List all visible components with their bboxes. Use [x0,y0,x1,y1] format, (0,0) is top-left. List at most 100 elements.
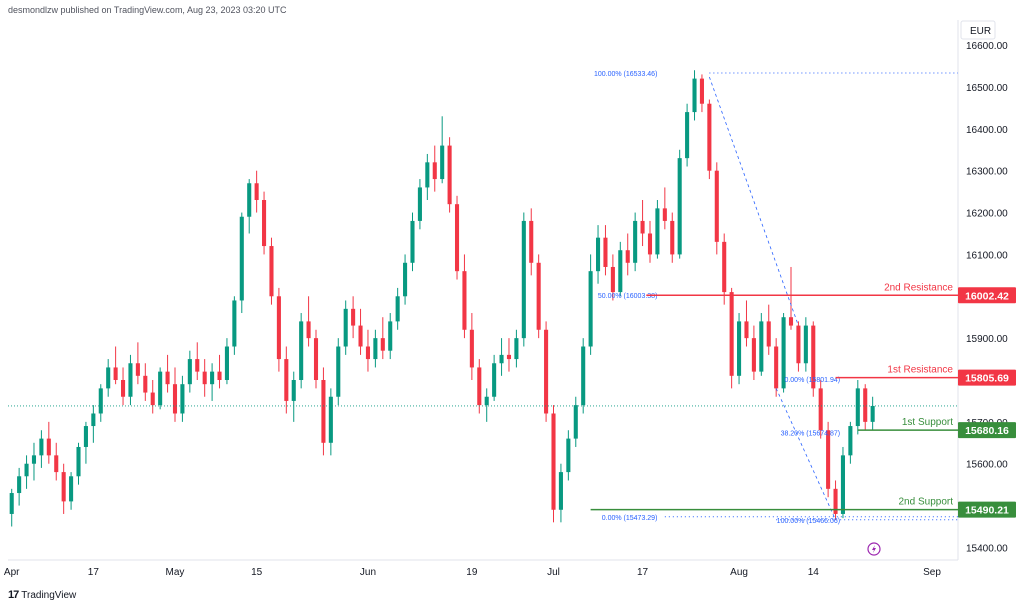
candle-body [477,367,482,406]
support-resistance-levels: 2nd Resistance 16002.42 1st Resistance 1580… [590,282,1016,518]
candle-body [9,493,14,514]
candle-body [840,455,846,514]
candle-body [558,472,563,510]
candle-body [811,325,816,389]
x-tick-label: Jun [360,567,376,578]
candle-body [410,220,415,263]
candle-body [692,78,697,113]
candle-body [17,476,22,494]
candle-body [202,371,207,385]
candle-body [180,384,185,414]
candle-body [729,292,734,376]
x-tick-label: Sep [923,567,941,578]
candle-body [135,363,140,376]
candle-body [514,338,519,360]
candle-body [91,413,96,427]
candle-body [210,371,215,385]
candle-body [358,325,363,347]
candle-body [722,241,727,293]
candle-body [625,250,630,263]
candle-body [462,271,467,330]
candle-body [395,296,400,322]
candle-body [299,321,304,380]
candle-body [677,158,682,255]
level-price-label: 16002.42 [965,290,1009,302]
candle-body [714,170,719,242]
x-tick-label: 14 [808,567,820,578]
candle-body [573,405,578,439]
candle-body [262,200,267,247]
candle-body [351,308,356,326]
candle-body [484,396,489,406]
candle-body [365,346,371,360]
candles [9,70,875,527]
x-tick-label: 15 [251,567,263,578]
candle-body [499,354,504,364]
candle-body [187,359,192,385]
fib-trend-line [708,76,799,326]
candle-body [848,426,853,456]
candle-body [670,220,675,255]
candle-body [98,388,103,414]
candle-body [803,325,808,364]
candle-body [284,359,289,401]
candle-body [113,367,118,380]
candle-body [566,438,571,473]
candle-body [492,363,497,397]
candle-body [699,78,704,104]
candle-body [440,145,445,180]
candle-body [46,438,51,456]
candle-body [343,308,348,347]
candle-body [158,371,163,406]
candle-body [766,321,771,347]
candle-body [774,346,779,389]
level-price-badge [958,422,1016,439]
candle-body [633,220,638,263]
candle-body [707,103,712,171]
candle-body [172,384,178,414]
y-tick-label: 16400.00 [966,125,1008,136]
candle-body [373,338,378,360]
x-tick-label: 19 [466,567,478,578]
candle-body [239,216,244,301]
candle-body [826,430,831,489]
y-tick-label: 15600.00 [966,460,1008,471]
level-price-label: 15805.69 [965,373,1009,385]
candle-body [432,162,437,180]
y-tick-label: 16600.00 [966,41,1008,52]
candle-body [76,446,81,477]
candle-body [870,405,875,422]
candle-body [759,321,764,372]
footer-brand: TradingView [21,589,77,601]
currency-box [960,20,996,40]
candle-body [454,204,460,272]
level-price-label: 15680.16 [965,425,1009,437]
candle-body [544,329,549,414]
fib-label: 100.00% (15466.06) [777,518,840,525]
x-tick-label: 17 [88,567,100,578]
candle-body [647,233,653,255]
candle-body [61,472,66,502]
candle-body [150,392,155,406]
flash-icon[interactable] [867,542,881,556]
level-name-label: 2nd Support [899,497,954,508]
candle-body [781,317,786,389]
candle-body [788,317,794,326]
candle-body [165,371,170,385]
y-tick-label: 16300.00 [966,167,1008,178]
candle-body [551,413,556,510]
candle-body [744,321,749,339]
fib-label: 50.00% (16003.38) [598,293,658,300]
fib-label: 0.00% (15801.94) [784,377,840,384]
candle-body [855,388,860,427]
candle-body [321,380,326,443]
candle-body [610,266,615,293]
candle-body [603,237,608,267]
x-tick-label: Apr [4,567,20,578]
candle-body [618,250,623,293]
candle-body [640,220,645,234]
footer: 17 TradingView [8,589,76,601]
candle-body [306,321,311,339]
candle-body [417,187,422,221]
